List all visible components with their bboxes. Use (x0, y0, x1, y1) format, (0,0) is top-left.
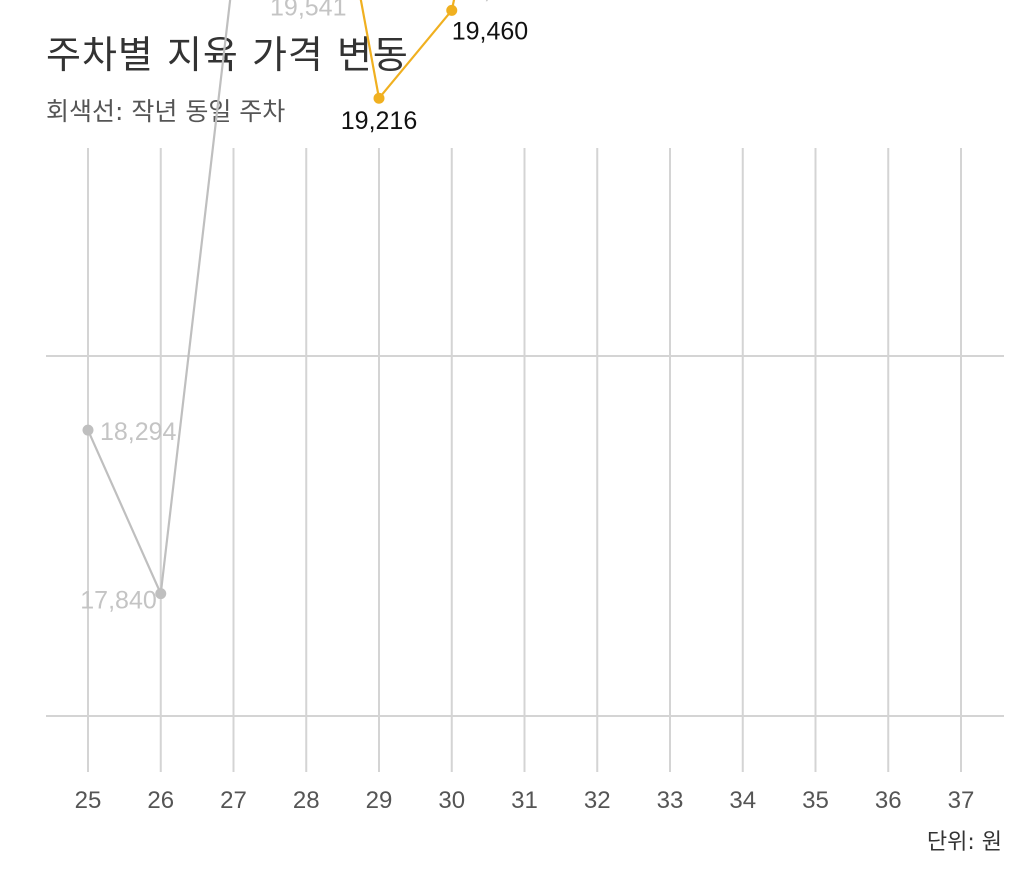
x-tick-label: 33 (657, 787, 684, 814)
current-year-data-point (446, 4, 458, 16)
previous-year-data-point (155, 588, 167, 600)
x-tick-label: 25 (75, 787, 102, 814)
x-tick-label: 27 (220, 787, 247, 814)
x-tick-label: 36 (875, 787, 902, 814)
x-tick-label: 26 (147, 787, 174, 814)
previous-year-data-point (82, 424, 94, 436)
current-year-data-point (373, 92, 385, 104)
x-tick-label: 30 (438, 787, 465, 814)
current-year-series-line (359, 0, 456, 101)
previous-year-data-label: 19,572 (456, 0, 532, 4)
x-tick-label: 31 (511, 787, 538, 814)
unit-note: 단위: 원 (926, 830, 1002, 855)
x-tick-label: 32 (584, 787, 611, 814)
current-year-data-label: 19,460 (452, 17, 528, 45)
previous-year-data-label: 17,840 (80, 587, 156, 615)
x-tick-label: 28 (293, 787, 320, 814)
x-tick-label: 35 (802, 787, 829, 814)
previous-year-data-label: 19,541 (270, 0, 346, 21)
x-tick-label: 37 (948, 787, 975, 814)
x-tick-label: 34 (729, 787, 756, 814)
previous-year-data-label: 18,294 (100, 418, 177, 446)
chart-subtitle: 회색선: 작년 동일 주차 (46, 97, 286, 126)
current-year-data-label: 19,216 (341, 107, 417, 135)
x-tick-label: 29 (366, 787, 393, 814)
chart-title: 주차별 지육 가격 변동 (46, 33, 409, 77)
